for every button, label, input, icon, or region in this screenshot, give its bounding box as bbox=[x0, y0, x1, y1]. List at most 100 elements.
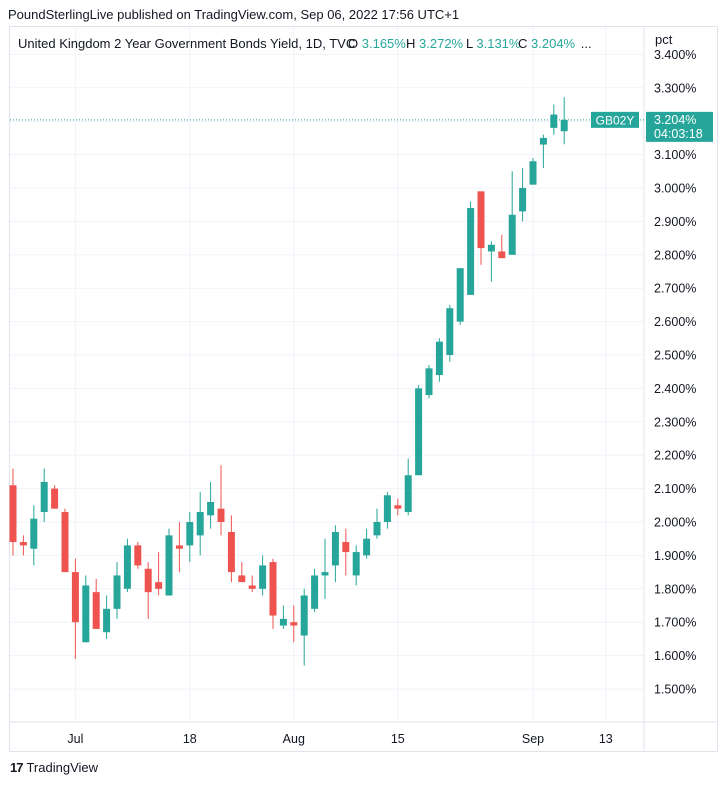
candle-body bbox=[155, 582, 163, 589]
candle[interactable] bbox=[498, 234, 506, 259]
candle-body bbox=[92, 592, 100, 629]
grid-lines bbox=[10, 27, 644, 722]
price-tick-label: 2.800% bbox=[654, 248, 696, 262]
candle-body bbox=[134, 545, 142, 566]
candle[interactable] bbox=[456, 268, 464, 325]
candle[interactable] bbox=[269, 558, 277, 629]
candle[interactable] bbox=[415, 385, 423, 476]
candle[interactable] bbox=[248, 575, 256, 593]
time-tick-label: 15 bbox=[391, 732, 405, 746]
candle[interactable] bbox=[477, 191, 485, 265]
candle[interactable] bbox=[560, 97, 568, 145]
candle[interactable] bbox=[311, 568, 319, 613]
candle[interactable] bbox=[508, 171, 516, 255]
legend-close-label: C bbox=[518, 36, 527, 51]
legend-open-label: O bbox=[348, 36, 358, 51]
candle[interactable] bbox=[519, 167, 527, 222]
candle[interactable] bbox=[51, 485, 59, 509]
price-tick-label: 1.800% bbox=[654, 582, 696, 596]
legend-high-value: 3.272% bbox=[419, 36, 464, 51]
candle-body bbox=[539, 137, 547, 145]
symbol-badge bbox=[591, 111, 639, 128]
candle[interactable] bbox=[529, 157, 537, 185]
candle[interactable] bbox=[383, 491, 391, 529]
chart-frame bbox=[9, 26, 718, 752]
legend-open-value: 3.165% bbox=[362, 36, 407, 51]
price-tick-label: 1.900% bbox=[654, 549, 696, 563]
candle[interactable] bbox=[40, 468, 48, 522]
candle[interactable] bbox=[352, 545, 360, 586]
legend-low-value: 3.131% bbox=[476, 36, 521, 51]
candle[interactable] bbox=[487, 241, 495, 282]
candle[interactable] bbox=[363, 528, 371, 559]
candle-body bbox=[217, 508, 225, 522]
candle[interactable] bbox=[539, 134, 547, 168]
candle[interactable] bbox=[259, 555, 267, 596]
bar-countdown: 04:03:18 bbox=[654, 127, 703, 141]
candle[interactable] bbox=[446, 304, 454, 362]
candle[interactable] bbox=[71, 558, 79, 659]
candle[interactable] bbox=[19, 535, 27, 556]
candle[interactable] bbox=[113, 562, 121, 619]
candle-body bbox=[61, 511, 69, 573]
candle[interactable] bbox=[238, 562, 246, 583]
candle-body bbox=[9, 485, 17, 543]
price-tick-label: 2.100% bbox=[654, 482, 696, 496]
candle-body bbox=[40, 481, 48, 512]
tradingview-brand: TradingView bbox=[26, 760, 99, 775]
candle[interactable] bbox=[435, 338, 443, 382]
candle[interactable] bbox=[92, 578, 100, 629]
candle[interactable] bbox=[425, 365, 433, 399]
price-tick-label: 2.900% bbox=[654, 215, 696, 229]
candle[interactable] bbox=[61, 508, 69, 573]
candle[interactable] bbox=[373, 508, 381, 539]
candle[interactable] bbox=[165, 528, 173, 596]
candle[interactable] bbox=[144, 562, 152, 619]
candle-body bbox=[394, 505, 402, 509]
candle-body bbox=[175, 545, 183, 549]
candle-body bbox=[144, 568, 152, 593]
footer-branding[interactable]: 17 TradingView bbox=[10, 760, 98, 775]
candle[interactable] bbox=[186, 511, 194, 563]
time-tick-label: 13 bbox=[599, 732, 613, 746]
candle[interactable] bbox=[300, 588, 308, 666]
candle-body bbox=[300, 595, 308, 636]
candle-body bbox=[186, 522, 194, 546]
legend-title: United Kingdom 2 Year Government Bonds Y… bbox=[18, 36, 355, 51]
candle-body bbox=[165, 535, 173, 596]
candle-body bbox=[404, 475, 412, 512]
candle[interactable] bbox=[279, 605, 287, 629]
candle[interactable] bbox=[175, 522, 183, 573]
candle[interactable] bbox=[342, 528, 350, 576]
candle[interactable] bbox=[103, 595, 111, 639]
candle[interactable] bbox=[9, 468, 17, 556]
candle[interactable] bbox=[394, 498, 402, 516]
candle-body bbox=[103, 608, 111, 633]
price-tick-label: 2.400% bbox=[654, 382, 696, 396]
candle-body bbox=[342, 542, 350, 553]
candle[interactable] bbox=[331, 525, 339, 583]
candle[interactable] bbox=[196, 491, 204, 556]
candle-body bbox=[269, 562, 277, 616]
candle-body bbox=[321, 572, 329, 576]
candle[interactable] bbox=[123, 538, 131, 593]
price-tick-label: 1.500% bbox=[654, 683, 696, 697]
price-tick-label: 2.500% bbox=[654, 349, 696, 363]
candle[interactable] bbox=[217, 465, 225, 536]
candle[interactable] bbox=[404, 458, 412, 516]
price-tick-label: 2.000% bbox=[654, 516, 696, 530]
candle[interactable] bbox=[321, 538, 329, 599]
candle-body bbox=[113, 575, 121, 609]
candle[interactable] bbox=[290, 605, 298, 643]
time-tick-label: 18 bbox=[183, 732, 197, 746]
candle[interactable] bbox=[134, 542, 142, 569]
candle[interactable] bbox=[227, 515, 235, 583]
candle[interactable] bbox=[82, 575, 90, 643]
price-axis-unit: pct bbox=[655, 32, 673, 47]
candle-body bbox=[259, 565, 267, 589]
candle[interactable] bbox=[155, 552, 163, 596]
candle[interactable] bbox=[467, 201, 475, 295]
candle[interactable] bbox=[30, 505, 38, 566]
candle[interactable] bbox=[207, 481, 215, 529]
